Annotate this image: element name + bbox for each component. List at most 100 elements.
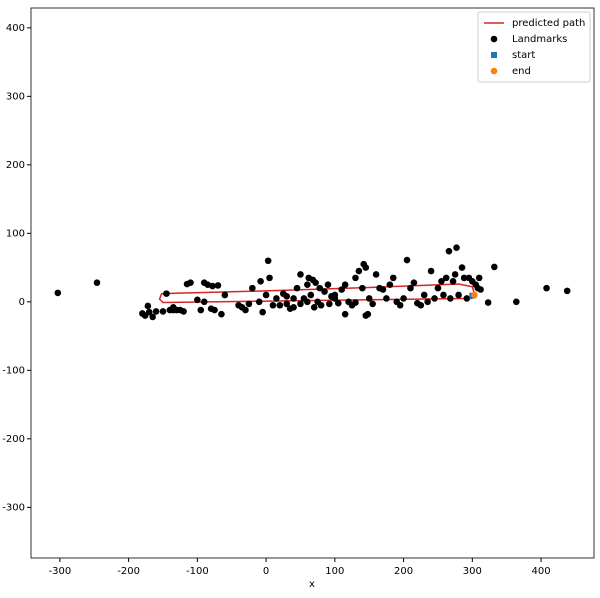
landmark: [176, 306, 184, 314]
y-tick-label: 100: [6, 228, 25, 239]
landmark: [183, 280, 191, 288]
landmark: [264, 257, 272, 265]
landmark: [317, 301, 325, 309]
landmark: [403, 256, 411, 264]
landmark: [152, 308, 160, 315]
landmark: [169, 306, 177, 314]
landmark: [362, 264, 370, 271]
landmark: [200, 298, 208, 306]
landmark: [453, 244, 460, 252]
landmark: [440, 291, 447, 299]
landmark: [410, 279, 418, 286]
landmark: [434, 284, 442, 292]
landmark: [290, 304, 297, 311]
landmark: [149, 313, 156, 321]
y-tick-label: -200: [2, 434, 25, 445]
landmark: [477, 286, 484, 293]
landmark: [159, 308, 167, 315]
x-tick-label: 200: [394, 566, 413, 577]
end-marker: [471, 291, 478, 299]
y-tick-label: -100: [2, 365, 25, 376]
landmark: [460, 274, 468, 282]
x-tick-label: 0: [263, 566, 269, 577]
landmark: [442, 274, 450, 282]
landmark: [297, 271, 304, 278]
y-tick-label: 200: [6, 160, 25, 171]
landmark: [455, 291, 462, 299]
landmark: [341, 310, 349, 318]
landmark: [369, 300, 376, 308]
landmark: [475, 274, 483, 282]
plot-area: [54, 244, 571, 321]
x-tick-label: -300: [49, 566, 72, 577]
landmark: [396, 301, 404, 309]
landmark: [431, 295, 438, 302]
x-tick-label: 400: [532, 566, 551, 577]
landmark: [451, 271, 459, 278]
landmark: [543, 284, 550, 292]
landmark: [269, 301, 277, 309]
landmark: [427, 267, 435, 275]
landmark: [352, 274, 359, 282]
landmark: [259, 308, 266, 316]
landmark: [283, 293, 291, 300]
landmark: [463, 295, 471, 302]
legend-label: Landmarks: [512, 34, 567, 45]
landmark: [359, 284, 366, 292]
landmark: [383, 295, 390, 302]
x-axis-label: x: [309, 579, 315, 590]
landmark: [491, 263, 498, 271]
landmark: [449, 277, 457, 285]
landmark: [458, 264, 466, 271]
y-tick-label: 0: [19, 297, 25, 308]
legend-label: start: [512, 50, 535, 61]
landmark: [355, 267, 363, 275]
landmark: [310, 304, 318, 311]
landmark: [221, 291, 229, 299]
landmark: [273, 295, 280, 302]
landmark: [283, 300, 291, 308]
landmark: [326, 300, 333, 308]
landmark: [447, 295, 454, 302]
landmark: [211, 306, 218, 314]
landmark: [563, 287, 571, 295]
landmark: [266, 274, 273, 282]
landmark: [249, 284, 256, 292]
landmark: [438, 277, 445, 285]
y-tick-label: -300: [2, 502, 25, 513]
legend-swatch: [490, 35, 498, 43]
landmark: [194, 296, 201, 304]
y-tick-label: 400: [6, 23, 25, 34]
landmark: [484, 299, 492, 306]
axes-frame: [30, 7, 595, 559]
x-tick-label: 100: [325, 566, 344, 577]
landmark: [242, 306, 249, 314]
landmark: [513, 298, 520, 306]
landmark: [379, 286, 387, 293]
landmark: [307, 291, 315, 299]
landmark: [93, 279, 101, 286]
landmark: [197, 306, 205, 314]
x-tick-label: -100: [186, 566, 209, 577]
landmark: [145, 308, 153, 316]
landmark: [257, 277, 264, 285]
landmark: [245, 300, 253, 308]
landmark: [341, 281, 349, 289]
landmark: [304, 298, 311, 306]
landmark: [218, 310, 225, 318]
landmark: [297, 300, 304, 308]
landmark: [331, 291, 339, 299]
landmark: [209, 282, 216, 290]
y-tick-label: 300: [6, 91, 25, 102]
landmark: [163, 290, 170, 297]
legend-swatch: [490, 67, 498, 75]
landmark: [424, 298, 431, 306]
landmark: [334, 299, 342, 307]
landmark: [316, 284, 324, 292]
legend-label: predicted path: [512, 18, 585, 29]
landmark: [324, 281, 332, 289]
landmark: [290, 295, 297, 302]
landmark: [420, 291, 428, 299]
legend-box: [477, 11, 591, 83]
